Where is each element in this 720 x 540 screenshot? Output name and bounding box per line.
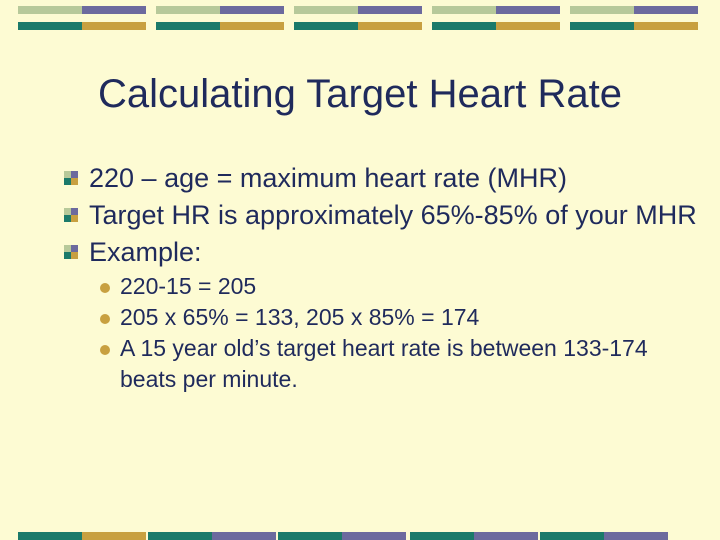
sub-bullet-item: A 15 year old’s target heart rate is bet… [62,333,702,395]
quartered-square-bullet-icon [64,245,78,259]
decor-block [294,6,422,30]
sub-bullet-text: 220-15 = 205 [120,273,257,299]
round-bullet-icon [100,283,110,293]
quartered-square-bullet-icon [64,208,78,222]
round-bullet-icon [100,314,110,324]
bullet-text: Example: [89,237,202,267]
decor-block [18,6,146,30]
bullet-text: 220 – age = maximum heart rate (MHR) [89,163,567,193]
bullet-item: Example: [62,234,702,271]
decor-block [148,532,276,540]
sub-bullet-text: 205 x 65% = 133, 205 x 85% = 174 [120,304,480,330]
quartered-square-bullet-icon [64,171,78,185]
slide-title: Calculating Target Heart Rate [98,72,622,116]
sub-bullet-text: A 15 year old’s target heart rate is bet… [120,335,648,392]
bullet-item: 220 – age = maximum heart rate (MHR) [62,160,702,197]
bullet-item: Target HR is approximately 65%-85% of yo… [62,197,702,234]
decor-block [432,6,560,30]
bullet-list: 220 – age = maximum heart rate (MHR) Tar… [62,160,702,395]
sub-bullet-item: 205 x 65% = 133, 205 x 85% = 174 [62,302,702,333]
decor-block [18,532,146,540]
decor-block [540,532,668,540]
round-bullet-icon [100,345,110,355]
bullet-text: Target HR is approximately 65%-85% of yo… [89,200,697,230]
decor-block [570,6,698,30]
top-decoration-banner [0,6,720,36]
decor-block [410,532,538,540]
sub-bullet-item: 220-15 = 205 [62,271,702,302]
decor-block [278,532,406,540]
bottom-decoration-banner [0,532,720,540]
decor-block [156,6,284,30]
